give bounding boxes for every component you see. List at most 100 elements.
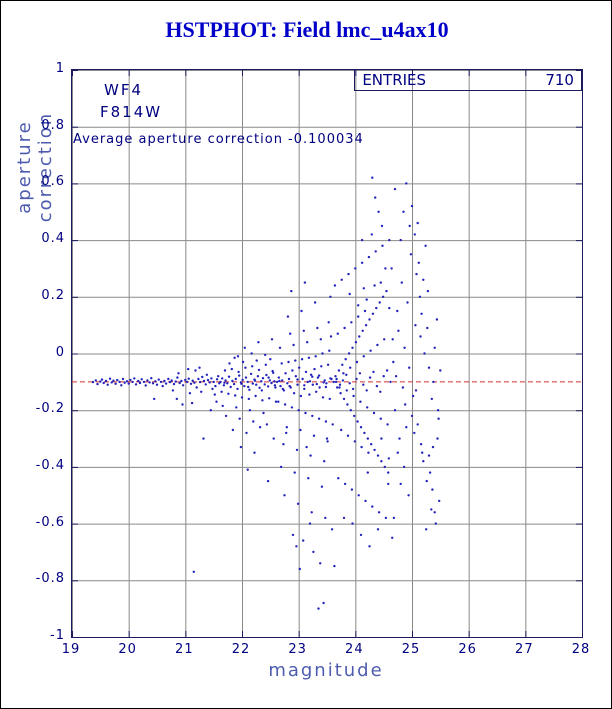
data-point [293, 471, 296, 474]
data-point [318, 386, 321, 389]
data-point [180, 379, 183, 383]
data-point [366, 437, 369, 440]
data-point [202, 379, 206, 383]
data-point [375, 306, 378, 310]
data-point [231, 379, 234, 383]
data-point [267, 376, 270, 379]
data-point [264, 363, 267, 366]
data-point [247, 385, 250, 389]
data-point [268, 379, 271, 382]
data-point [290, 289, 293, 293]
data-point [131, 380, 134, 384]
data-point [298, 366, 301, 369]
data-point [106, 383, 109, 386]
data-point [134, 383, 138, 386]
data-point [423, 352, 426, 355]
data-point [294, 375, 297, 378]
data-point [274, 400, 278, 403]
data-point [224, 414, 228, 418]
data-point [389, 380, 392, 384]
data-point [325, 382, 328, 385]
data-point [100, 378, 104, 381]
data-point [108, 377, 112, 380]
data-point [328, 397, 331, 401]
data-point [368, 376, 372, 379]
data-point [408, 224, 411, 228]
data-point [438, 499, 441, 503]
data-point [269, 358, 272, 361]
data-point [348, 382, 351, 385]
data-point [307, 356, 311, 359]
data-point [195, 386, 198, 389]
data-point [258, 426, 262, 429]
data-point [359, 426, 363, 429]
data-point [104, 379, 108, 383]
data-point [317, 417, 321, 420]
data-point [163, 379, 166, 383]
y-tick-label: -0.6 [35, 514, 65, 530]
data-point [343, 326, 346, 330]
data-point [393, 187, 397, 191]
data-point [430, 508, 433, 511]
data-point [227, 375, 231, 378]
data-point [246, 380, 249, 384]
data-point [319, 562, 322, 565]
data-point [226, 382, 229, 385]
data-point [436, 437, 439, 440]
data-point [310, 511, 313, 514]
data-point [418, 295, 422, 298]
data-point [252, 420, 255, 423]
data-point [146, 379, 149, 382]
data-point [257, 368, 261, 372]
data-point [288, 384, 291, 388]
data-point [416, 423, 419, 426]
data-point [181, 403, 184, 406]
data-point [232, 382, 236, 386]
data-point [364, 499, 367, 503]
x-tick-label: 19 [61, 642, 81, 657]
data-point [220, 390, 223, 393]
data-point [359, 400, 362, 403]
data-point [369, 349, 372, 352]
data-point [382, 375, 385, 378]
data-point [324, 420, 328, 423]
data-point [281, 387, 284, 391]
data-point [281, 379, 284, 382]
y-tick-label: 0 [55, 344, 65, 360]
data-point [362, 287, 365, 290]
data-point [308, 522, 312, 525]
data-point [322, 381, 325, 384]
data-point [209, 409, 212, 412]
data-point [176, 376, 179, 379]
data-point [170, 379, 173, 382]
data-point [377, 210, 380, 213]
data-point [355, 360, 359, 364]
data-point [356, 420, 359, 423]
data-point [346, 434, 350, 437]
data-point [345, 373, 348, 376]
data-point [155, 383, 159, 386]
data-point [127, 382, 130, 385]
data-point [255, 359, 258, 362]
x-tick-label: 26 [458, 642, 477, 657]
data-point [376, 454, 380, 457]
data-point [187, 377, 190, 380]
data-point [374, 196, 377, 199]
x-tick-label: 23 [288, 642, 307, 657]
data-point [380, 437, 383, 440]
data-point [435, 318, 439, 321]
data-point [409, 253, 413, 256]
data-point [202, 437, 205, 440]
data-point [329, 335, 333, 338]
data-point [430, 397, 433, 401]
data-point [238, 374, 241, 377]
data-point [260, 389, 263, 392]
data-point [386, 423, 389, 426]
data-point [177, 372, 180, 375]
data-point [213, 393, 216, 396]
data-point [420, 312, 423, 315]
data-point [279, 465, 283, 469]
data-point [410, 414, 414, 418]
data-point [316, 326, 319, 330]
data-point [129, 378, 132, 382]
